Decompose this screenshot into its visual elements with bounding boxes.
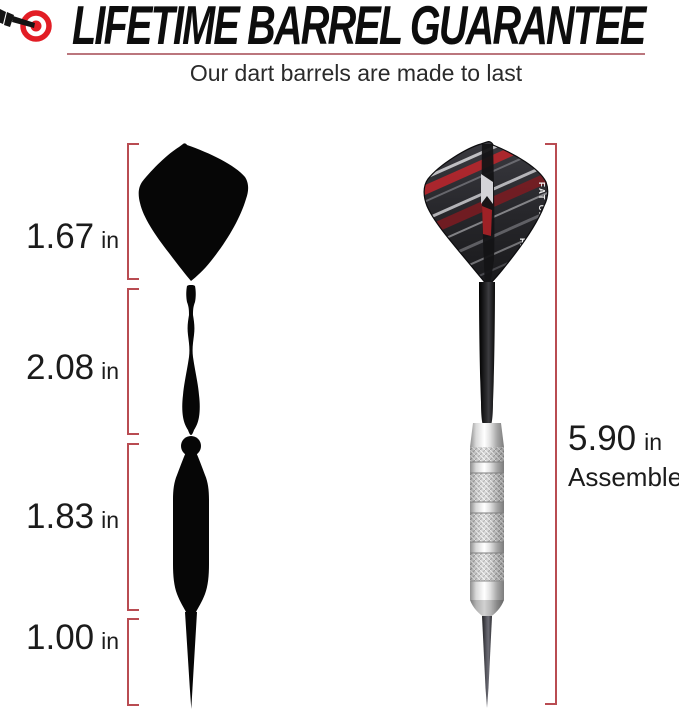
shaft-measurement-label: 2.08 in [26, 344, 119, 392]
bullseye-dart-icon [0, 9, 52, 42]
dart-point [482, 616, 492, 708]
flight-silhouette [138, 143, 249, 281]
shaft-measure-bracket [127, 288, 139, 435]
measurement-value: 1.83 [26, 497, 95, 536]
dart-barrel [470, 423, 504, 617]
assembled-caption: Assembled [568, 462, 679, 492]
page-title: LIFETIME BARREL GUARANTEE [72, 0, 646, 56]
measurement-unit: in [101, 357, 120, 384]
point-measure-bracket [127, 618, 139, 706]
measurement-value: 1.67 [26, 217, 95, 256]
flight-measure-bracket [127, 143, 139, 280]
dart-shaft [479, 282, 495, 425]
assembled-value: 5.90 [568, 419, 637, 458]
assembled-unit: in [644, 428, 663, 455]
assembled-measurement-label: 5.90 in Assembled [568, 418, 679, 493]
flight-measurement-label: 1.67 in [26, 213, 119, 261]
point-measurement-label: 1.00 in [26, 614, 119, 662]
flight-brand-text: FAT CAT [537, 182, 546, 225]
dart-flight: FAT CAT FAT CAT [423, 141, 549, 287]
measurement-value: 2.08 [26, 348, 95, 387]
assembled-dart-image: FAT CAT FAT CAT [423, 141, 549, 708]
measurement-unit: in [101, 226, 120, 253]
measurement-unit: in [101, 627, 120, 654]
measurement-value: 1.00 [26, 618, 95, 657]
measurement-unit: in [101, 506, 120, 533]
barrel-measure-bracket [127, 443, 139, 611]
point-silhouette [185, 612, 197, 709]
assembled-measure-bracket [545, 143, 557, 705]
page-subtitle: Our dart barrels are made to last [189, 60, 523, 86]
shaft-silhouette [182, 285, 200, 435]
barrel-measurement-label: 1.83 in [26, 493, 119, 541]
barrel-silhouette [173, 436, 209, 612]
title-divider [67, 53, 645, 55]
